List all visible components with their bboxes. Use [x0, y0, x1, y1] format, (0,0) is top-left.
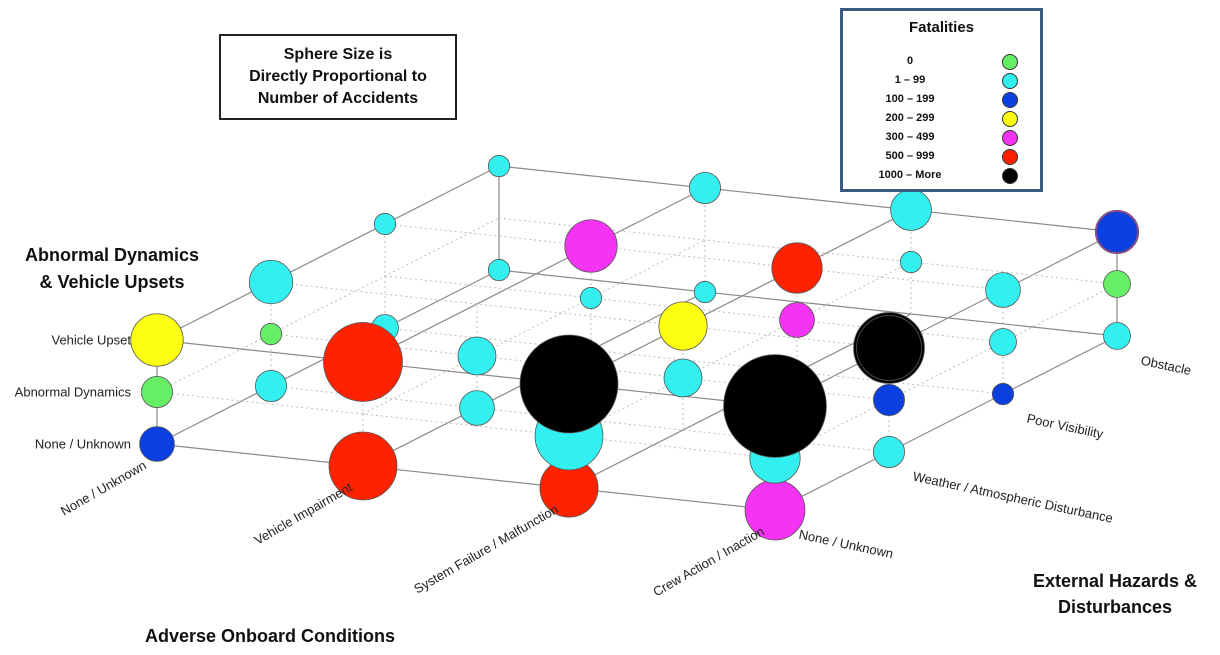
legend-item: 500 – 999 [853, 149, 1033, 167]
grid-line [156, 165, 500, 341]
legend-item-label: 200 – 299 [885, 112, 935, 124]
sphere-point [872, 383, 906, 417]
size-note-line-3: Number of Accidents [257, 90, 419, 107]
sphere-point [688, 171, 722, 205]
sphere-point [373, 212, 397, 236]
grid-line-dotted [156, 217, 500, 393]
sphere-point [457, 336, 497, 376]
sphere-point [323, 322, 403, 402]
legend-item-swatch [1002, 92, 1018, 108]
sphere-point [872, 435, 906, 469]
legend-item: 0 [853, 54, 1033, 72]
sphere-point [663, 358, 703, 398]
sphere-point [899, 250, 923, 274]
sphere-point [248, 259, 294, 305]
legend-item: 1 – 99 [853, 73, 1033, 91]
sphere-point [487, 154, 511, 178]
sphere-point [579, 286, 603, 310]
fatalities-legend: Fatalities 0 1 – 99 100 – 199 200 – 299 300 … [840, 8, 1043, 192]
sphere-point [459, 390, 495, 426]
sphere-point [259, 322, 283, 346]
sphere-point [991, 382, 1015, 406]
legend-item: 200 – 299 [853, 111, 1033, 129]
legend-item: 300 – 499 [853, 130, 1033, 148]
grid-line-dotted [568, 261, 912, 437]
y-axis-title: External Hazards & Disturbances [1032, 571, 1198, 617]
grid-line-dotted [156, 391, 776, 459]
legend-item-swatch [1002, 168, 1018, 184]
size-note-line-2: Directly Proportional to [249, 68, 427, 85]
sphere-point [140, 375, 174, 409]
legend-item-label: 100 – 199 [885, 93, 935, 105]
sphere-point [771, 242, 823, 294]
sphere-point [519, 334, 619, 434]
grid-line [498, 165, 1118, 233]
legend-item-label: 1000 – More [878, 169, 942, 181]
sphere-point [130, 313, 184, 367]
grid-line [774, 335, 1118, 511]
size-note-box: Sphere Size is Directly Proportional to … [219, 34, 457, 120]
sphere-point [1103, 270, 1131, 298]
grid-line [156, 339, 776, 407]
sphere-point [890, 189, 932, 231]
legend-item: 100 – 199 [853, 92, 1033, 110]
grid-line [498, 269, 1118, 337]
grid-line [362, 187, 706, 363]
grid-line-dotted [384, 327, 1004, 395]
grid-line-dotted [384, 223, 1004, 291]
sphere-point [723, 354, 827, 458]
legend-item-swatch [1002, 111, 1018, 127]
chart-spheres [130, 154, 1140, 541]
x-axis-title: Adverse Onboard Conditions [145, 626, 396, 646]
grid-line [568, 209, 912, 385]
grid-line-dotted [774, 283, 1118, 459]
tick-label: Vehicle Upset [51, 332, 132, 348]
grid-line [156, 443, 776, 511]
grid-line [774, 231, 1118, 407]
sphere-point [779, 302, 815, 338]
sphere-point [1096, 211, 1138, 253]
chart-gridlines [156, 165, 1118, 511]
sphere-point [985, 272, 1021, 308]
sphere-point [658, 301, 708, 351]
legend-item-label: 500 – 999 [885, 150, 935, 162]
sphere-point [989, 328, 1017, 356]
grid-line-dotted [270, 281, 890, 349]
grid-line-dotted [362, 239, 706, 415]
legend-title: Fatalities [908, 19, 975, 36]
legend-item-label: 0 [906, 55, 914, 67]
legend-item-swatch [1002, 73, 1018, 89]
legend-item-label: 1 – 99 [894, 74, 926, 86]
legend-item-label: 300 – 499 [885, 131, 935, 143]
legend-item-swatch [1002, 130, 1018, 146]
sphere-point [1103, 322, 1131, 350]
sphere-point [856, 315, 922, 381]
tick-label: Abnormal Dynamics [14, 384, 131, 400]
legend-item: 1000 – More [853, 168, 1033, 186]
sphere-point [139, 426, 175, 462]
legend-item-swatch [1002, 54, 1018, 70]
sphere-point [564, 219, 618, 273]
legend-item-swatch [1002, 149, 1018, 165]
sphere-point [328, 431, 398, 501]
z-axis-title: Abnormal Dynamics & Vehicle Upsets [24, 245, 200, 292]
size-note-line-1: Sphere Size is [283, 46, 393, 63]
sphere-point [254, 369, 288, 403]
sphere-point [693, 280, 717, 304]
tick-label: None / Unknown [34, 436, 131, 452]
sphere-point [487, 258, 511, 282]
